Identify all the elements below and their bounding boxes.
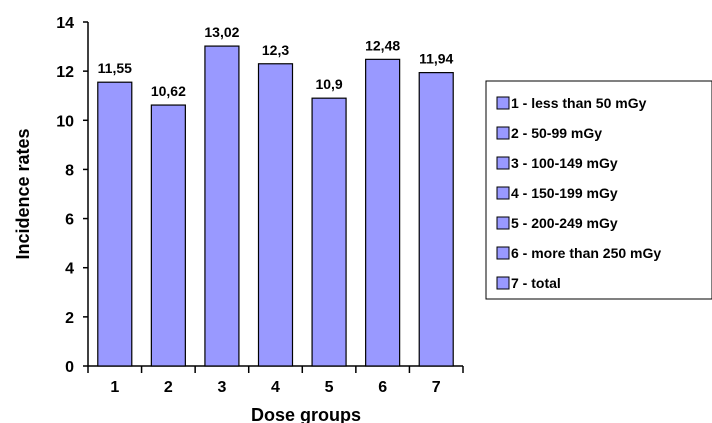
y-tick-label: 0 xyxy=(65,359,74,376)
legend-frame xyxy=(485,80,712,300)
bar xyxy=(97,81,133,367)
legend-item-label: 4 - 150-199 mGy xyxy=(511,185,618,201)
y-tick-label: 10 xyxy=(56,113,74,130)
legend: 1 - less than 50 mGy 2 - 50-99 mGy 3 - 100… xyxy=(485,80,712,300)
data-label: 12,48 xyxy=(365,37,400,53)
legend-swatch xyxy=(496,246,510,260)
data-labels: 11,55 10,62 13,02 12,3 10,9 12,48 11,94 xyxy=(98,24,454,99)
legend-item-label: 2 - 50-99 mGy xyxy=(511,125,602,141)
data-label: 10,62 xyxy=(151,83,186,99)
bar xyxy=(150,104,186,367)
data-label: 11,55 xyxy=(98,60,132,76)
legend-swatch xyxy=(496,126,510,140)
x-tick-label: 1 xyxy=(110,379,119,396)
legend-item-label: 5 - 200-249 mGy xyxy=(511,215,618,231)
x-tick-label: 5 xyxy=(325,379,334,396)
legend-swatch xyxy=(496,96,510,110)
bar xyxy=(365,58,401,367)
y-tick-label: 4 xyxy=(65,261,74,278)
x-tick-label: 6 xyxy=(378,379,387,396)
x-tick-label: 4 xyxy=(271,379,280,396)
y-tick-label: 14 xyxy=(56,15,74,32)
legend-item-label: 3 - 100-149 mGy xyxy=(511,155,618,171)
data-label: 10,9 xyxy=(315,76,342,92)
legend-swatch xyxy=(496,156,510,170)
legend-item-label: 1 - less than 50 mGy xyxy=(511,95,647,111)
legend-swatch xyxy=(496,186,510,200)
x-tick-label: 7 xyxy=(432,379,441,396)
data-label: 12,3 xyxy=(262,42,289,58)
y-tick-label: 8 xyxy=(65,162,74,179)
legend-item-label: 6 - more than 250 mGy xyxy=(511,245,661,261)
y-axis-title: Incidence rates xyxy=(13,128,33,259)
bar xyxy=(204,45,240,367)
y-tick-label: 2 xyxy=(65,310,74,327)
legend-item-label: 7 - total xyxy=(511,275,561,291)
y-tick-label: 12 xyxy=(56,64,74,81)
x-tick-label: 2 xyxy=(164,379,173,396)
bar xyxy=(418,72,454,367)
legend-swatch xyxy=(496,216,510,230)
legend-swatch xyxy=(496,276,510,290)
y-axis: 0 2 4 6 8 10 12 14 xyxy=(56,15,89,376)
x-tick-label: 3 xyxy=(217,379,226,396)
bars xyxy=(97,45,454,367)
data-label: 13,02 xyxy=(204,24,239,40)
data-label: 11,94 xyxy=(419,51,453,67)
bar xyxy=(257,63,294,367)
x-axis: 1 2 3 4 5 6 7 xyxy=(87,365,464,396)
x-axis-title: Dose groups xyxy=(251,405,361,423)
bar xyxy=(311,97,347,367)
y-tick-label: 6 xyxy=(65,212,74,229)
